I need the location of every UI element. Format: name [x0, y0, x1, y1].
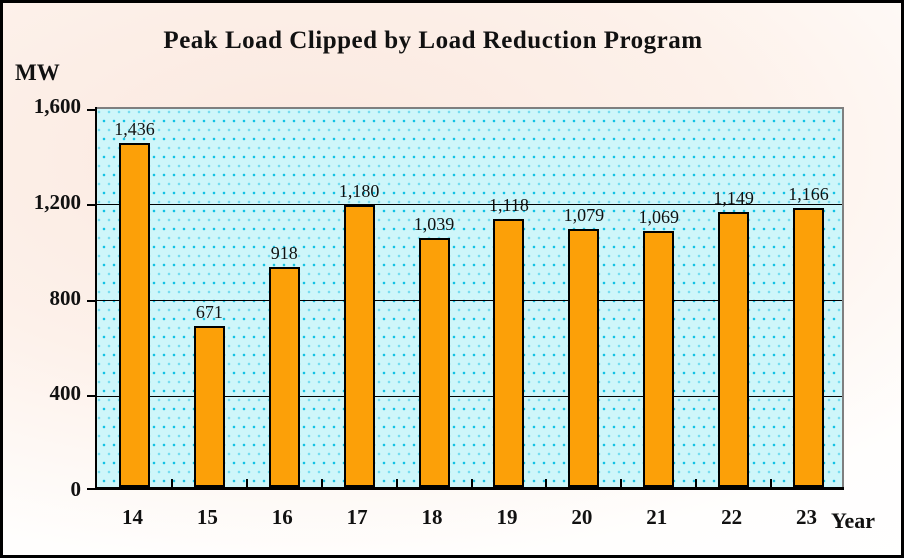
- x-axis-tick-label: 16: [271, 505, 293, 529]
- bar-value-label: 1,180: [338, 180, 380, 201]
- x-axis-tick-label: 20: [571, 505, 593, 529]
- x-axis-unit-label: Year: [831, 508, 875, 533]
- x-axis-tick-label: 17: [346, 505, 368, 529]
- y-axis-tick-label: 1,600: [33, 94, 81, 118]
- x-axis-tick: [695, 479, 698, 487]
- y-axis-tick-label: 1,200: [33, 189, 81, 214]
- x-axis-line: [95, 487, 844, 490]
- bar: [718, 211, 750, 487]
- bar-value-label: 1,079: [563, 204, 605, 225]
- gridline: [97, 204, 842, 206]
- bar: [493, 219, 525, 487]
- x-axis-tick-label: 21: [646, 505, 668, 529]
- y-axis-tick: [87, 109, 95, 111]
- bar: [793, 207, 825, 487]
- y-axis-tick-label: 400: [49, 381, 82, 406]
- bar: [118, 143, 150, 487]
- bar: [643, 231, 675, 487]
- y-axis-tick: [87, 488, 95, 490]
- x-axis-tick: [545, 479, 548, 487]
- bar: [343, 204, 375, 487]
- bar: [268, 267, 300, 487]
- x-axis-tick: [245, 479, 248, 487]
- x-axis-tick: [170, 479, 173, 487]
- x-axis-tick-label: 18: [421, 505, 443, 529]
- x-axis-tick-label: 14: [121, 505, 143, 529]
- y-axis-tick-label: 800: [49, 285, 82, 310]
- x-axis-tick-label: 19: [496, 505, 518, 529]
- y-axis-tick: [87, 395, 95, 398]
- bar-value-label: 1,118: [489, 195, 529, 216]
- x-axis-tick: [770, 479, 773, 487]
- x-axis-tick: [320, 479, 323, 487]
- bar-value-label: 1,039: [413, 214, 455, 235]
- x-axis-tick-label: 15: [196, 505, 218, 529]
- bar-value-label: 1,069: [638, 207, 680, 228]
- y-axis-tick: [87, 299, 95, 302]
- x-axis-tick-label: 23: [796, 505, 818, 529]
- x-axis-tick: [395, 479, 398, 487]
- y-axis-unit-label: MW: [15, 60, 60, 85]
- bar-value-label: 671: [195, 302, 223, 323]
- gridline: [97, 395, 842, 397]
- bar-value-label: 1,436: [114, 119, 155, 140]
- y-axis-tick: [87, 203, 95, 206]
- gridline: [97, 300, 842, 301]
- chart-title: Peak Load Clipped by Load Reduction Prog…: [163, 27, 703, 54]
- bar: [568, 228, 600, 487]
- x-axis-tick-label: 22: [721, 505, 743, 529]
- y-axis-line: [95, 107, 97, 490]
- bar-value-label: 1,149: [713, 187, 754, 208]
- bar: [418, 238, 450, 487]
- bar-value-label: 1,166: [788, 183, 829, 204]
- x-axis-tick: [470, 479, 473, 487]
- y-axis-tick-label: 0: [70, 477, 82, 501]
- bar: [193, 326, 225, 487]
- y-axis-labels: 1,600 1,200 800 400 0: [3, 3, 81, 555]
- plot-area: 1,436 671 918 1,180 1,039 1,118 1,079 1,069 1,14…: [87, 107, 844, 490]
- bar-value-label: 918: [270, 243, 298, 264]
- x-axis-tick: [620, 479, 623, 487]
